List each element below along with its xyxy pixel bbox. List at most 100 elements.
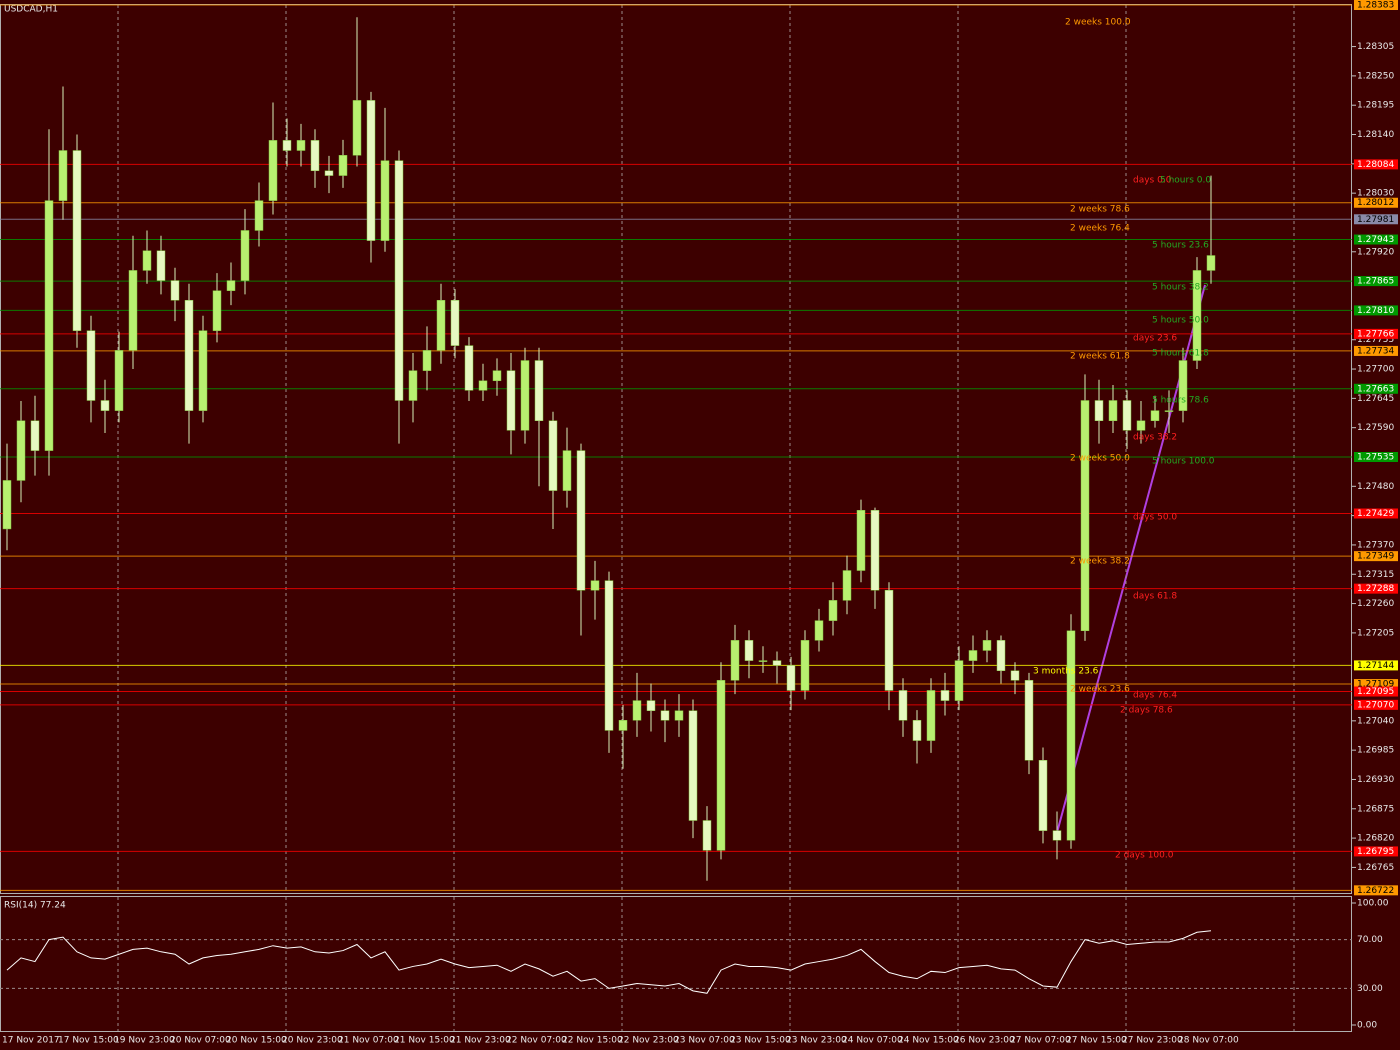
candle-body [2,480,12,530]
y-tick-label: 1.27700 [1357,365,1394,375]
level-label: 1.27109 [1357,680,1394,690]
candle-body [422,350,432,371]
x-tick-label: 17 Nov 15:00 [58,1036,119,1046]
y-tick-label: 1.27370 [1357,540,1394,550]
candle-body [464,345,474,391]
candle-body [310,140,320,172]
candle-body [1108,400,1118,422]
level-box [1354,508,1398,519]
candle-body [436,300,446,351]
candle-body [912,720,922,741]
level-label: 1.26722 [1357,886,1394,896]
level-annotation: 3 months 23.6 [1033,667,1099,677]
candle-body [520,360,530,431]
x-tick-label: 22 Nov 15:00 [562,1036,623,1046]
level-annotation: 2 days 78.6 [1120,706,1173,716]
candle-body [856,510,866,571]
candle-body [198,330,208,411]
candle-body [898,690,908,721]
candle-body [940,690,950,701]
level-annotation: days 23.6 [1133,334,1177,344]
level-box [1354,699,1398,710]
x-tick-label: 24 Nov 07:00 [842,1036,903,1046]
level-annotation: 5 hours 100.0 [1152,457,1215,467]
candle-body [1052,830,1062,841]
candle-body [408,370,418,401]
y-tick-label: 1.28195 [1357,101,1394,111]
x-tick-label: 27 Nov 07:00 [1010,1036,1071,1046]
candle-body [44,200,54,451]
candle-body [492,370,502,382]
level-box [1354,451,1398,462]
candle-body [240,230,250,281]
candle-body [1164,410,1174,412]
candle-body [814,620,824,641]
candle-body [86,330,96,401]
level-annotation: 2 days 100.0 [1115,851,1174,861]
candle-body [982,640,992,651]
level-annotation: 5 hours 23.6 [1152,241,1209,251]
candle-body [730,640,740,681]
level-label: 1.27981 [1357,215,1394,225]
level-box [1354,660,1398,671]
level-box [1354,305,1398,316]
y-tick-label: 1.26820 [1357,834,1394,844]
y-tick-label: 1.26985 [1357,746,1394,756]
level-label: 1.26795 [1357,847,1394,857]
x-tick-label: 28 Nov 07:00 [1178,1036,1239,1046]
candle-body [1080,400,1090,632]
x-tick-label: 22 Nov 07:00 [506,1036,567,1046]
candle-body [156,250,166,281]
x-tick-label: 19 Nov 23:00 [114,1036,175,1046]
candle-body [282,140,292,151]
level-annotation: 2 weeks 100.0 [1065,18,1131,28]
level-box [1354,197,1398,208]
candle-body [842,570,852,601]
level-box [1354,885,1398,896]
level-annotation: days 76.4 [1133,691,1177,701]
candle-body [996,640,1006,671]
level-label: 1.27095 [1357,687,1394,697]
x-tick-label: 21 Nov 23:00 [450,1036,511,1046]
candle-body [674,710,684,721]
level-annotation: 2 weeks 50.0 [1070,454,1130,464]
candle-body [1024,680,1034,761]
y-tick-label: 1.28030 [1357,189,1394,199]
level-label: 1.27663 [1357,384,1394,394]
candle-body [170,280,180,301]
level-annotation: 2 weeks 61.8 [1070,352,1130,362]
candle-body [16,420,26,481]
candle-body [786,665,796,691]
rsi-tick-label: 100.00 [1357,899,1389,909]
level-box [1354,159,1398,170]
candle-body [954,660,964,701]
candle-body [590,580,600,591]
level-box [1354,0,1398,10]
x-tick-label: 17 Nov 2017 [2,1036,60,1046]
candle-body [884,589,894,691]
candle-body [604,580,614,731]
y-tick-label: 1.27645 [1357,394,1394,404]
level-annotation: 2 weeks 23.6 [1070,685,1130,695]
candle-body [296,140,306,151]
candle-body [534,360,544,422]
level-label: 1.27144 [1357,661,1394,671]
candle-body [1206,255,1216,271]
candle-body [254,200,264,231]
candle-body [1122,400,1132,431]
level-box [1354,328,1398,339]
x-tick-label: 20 Nov 15:00 [226,1036,287,1046]
level-annotation: days 61.8 [1133,592,1177,602]
level-annotation: 2 weeks 76.4 [1070,224,1130,234]
chart-title: USDCAD,H1 [4,5,58,15]
indicator-label: RSI(14) 77.24 [4,901,66,911]
candle-body [828,600,838,621]
candle-body [1038,760,1048,831]
y-tick-label: 1.27480 [1357,482,1394,492]
y-tick-label: 1.26765 [1357,863,1394,873]
level-box [1354,679,1398,690]
x-tick-label: 27 Nov 23:00 [1122,1036,1183,1046]
level-box [1354,345,1398,356]
candle-body [758,660,768,662]
